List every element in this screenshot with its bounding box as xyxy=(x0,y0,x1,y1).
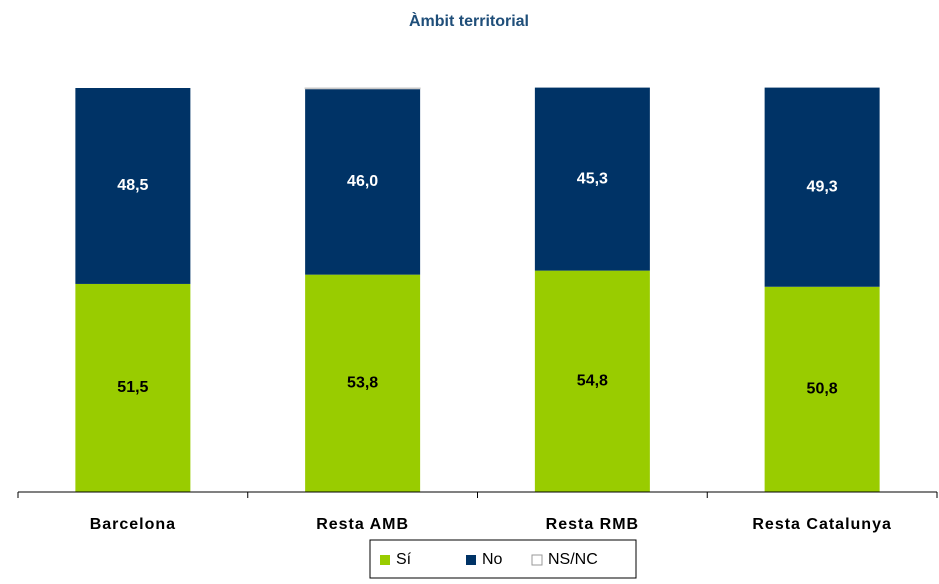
legend-marker xyxy=(466,555,476,565)
bar-segment xyxy=(305,88,421,275)
legend-label: No xyxy=(482,551,503,568)
legend-marker xyxy=(531,554,543,566)
legend-label: NS/NC xyxy=(548,551,598,568)
data-label: 49,3 xyxy=(807,178,838,195)
x-tick-label: Resta AMB xyxy=(316,516,409,533)
bar-segment xyxy=(534,270,650,492)
legend-box xyxy=(369,539,637,579)
bar-segment xyxy=(534,87,650,271)
data-label: 53,8 xyxy=(347,375,378,392)
bar-segment xyxy=(75,283,191,492)
legend-marker xyxy=(380,555,390,565)
data-label: 51,5 xyxy=(117,379,148,396)
bar-segment xyxy=(764,286,880,492)
x-tick-label: Barcelona xyxy=(90,516,176,533)
data-label: 46,0 xyxy=(347,173,378,190)
data-label: 54,8 xyxy=(577,373,608,390)
bar-segment xyxy=(304,87,421,90)
data-label: 48,5 xyxy=(117,177,148,194)
bar-segment xyxy=(305,274,421,492)
chart-title: Àmbit territorial xyxy=(409,11,529,30)
legend-label: Sí xyxy=(396,551,412,568)
data-label: 50,8 xyxy=(807,381,838,398)
x-tick-label: Resta Catalunya xyxy=(752,516,892,533)
data-label: 45,3 xyxy=(577,170,608,187)
x-tick-label: Resta RMB xyxy=(546,516,639,533)
bar-segment xyxy=(75,88,191,284)
bar-segment xyxy=(764,87,880,287)
